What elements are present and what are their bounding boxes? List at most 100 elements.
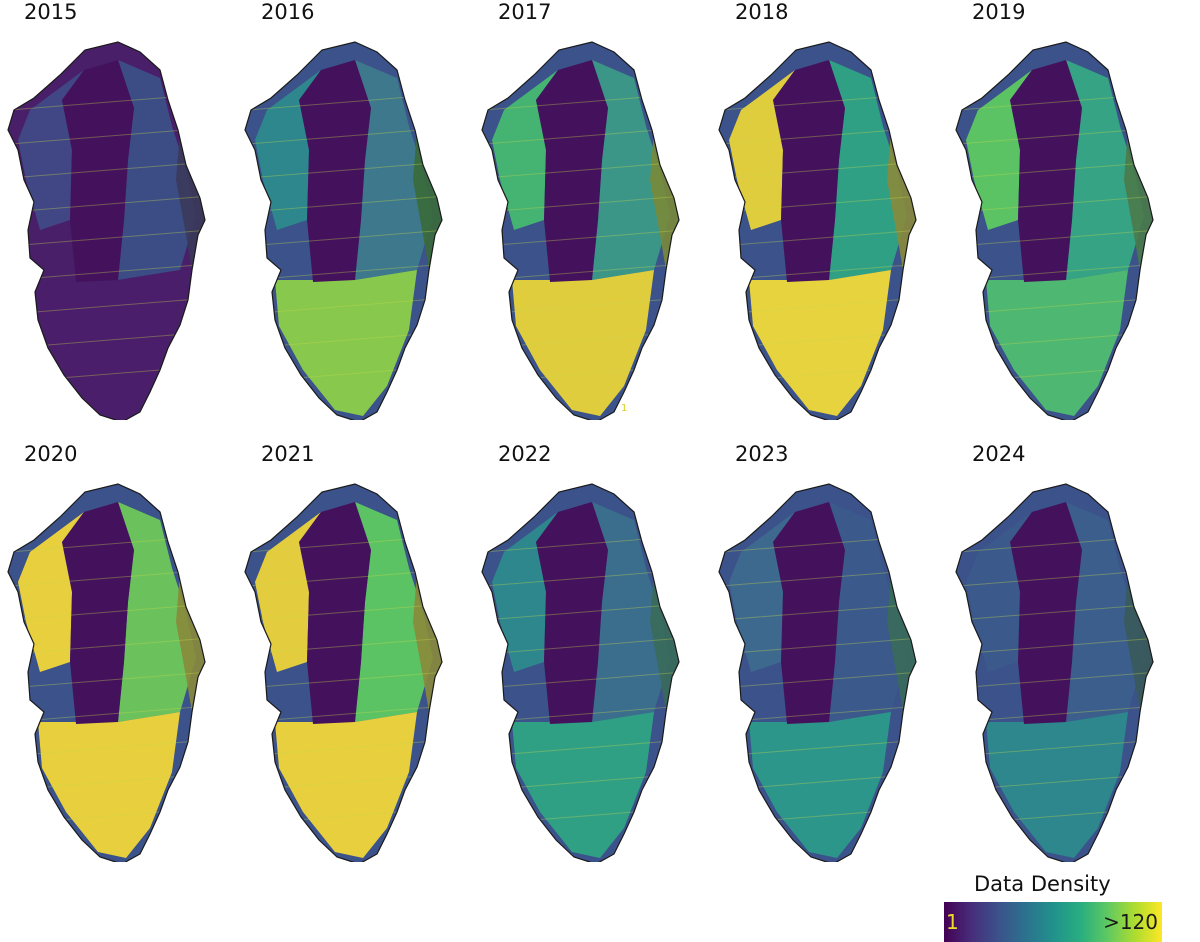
- panel-year-title: 2024: [972, 442, 1026, 466]
- flight-track: [957, 603, 1153, 621]
- flight-track: [957, 297, 1153, 315]
- region-east: [118, 502, 196, 722]
- panel-year-title: 2015: [24, 0, 78, 24]
- flight-track: [246, 569, 442, 587]
- flight-track: [246, 705, 442, 723]
- map-panel-2020: 2020: [0, 442, 236, 862]
- region-interior: [536, 502, 608, 724]
- greenland-map: [718, 483, 917, 862]
- flight-track: [246, 739, 442, 757]
- flight-track: [720, 263, 916, 281]
- coastline: [481, 483, 680, 862]
- region-south: [275, 712, 417, 858]
- region-interior: [299, 502, 371, 724]
- legend-title: Data Density: [974, 872, 1111, 896]
- region-east: [592, 502, 670, 722]
- flight-track: [9, 569, 205, 587]
- flight-track: [957, 739, 1153, 757]
- density-layer: [956, 484, 1153, 862]
- flight-track: [9, 671, 205, 689]
- region-south: [512, 270, 654, 416]
- region-south: [986, 712, 1128, 858]
- flight-track: [483, 297, 679, 315]
- density-layer: [482, 42, 679, 420]
- flight-track: [720, 229, 916, 247]
- region-interior: [536, 60, 608, 282]
- region-east: [118, 60, 196, 280]
- region-interior: [299, 60, 371, 282]
- flight-track: [246, 297, 442, 315]
- coastline: [244, 41, 443, 420]
- legend-max-label: >120: [1103, 910, 1158, 934]
- flight-track: [483, 229, 679, 247]
- coastline: [7, 41, 206, 420]
- colorbar-legend: Data Density 1 >120: [944, 872, 1164, 942]
- flight-track: [483, 603, 679, 621]
- flight-track: [957, 569, 1153, 587]
- flight-track: [9, 229, 205, 247]
- region-east: [355, 502, 433, 722]
- region-west: [18, 70, 84, 230]
- density-layer: [482, 484, 679, 862]
- map-panel-2016: 2016: [237, 0, 473, 420]
- flight-track: [483, 637, 679, 655]
- region-south: [38, 712, 180, 858]
- flight-track: [957, 263, 1153, 281]
- flight-track: [9, 161, 205, 179]
- region-south: [38, 270, 180, 416]
- flight-track: [720, 297, 916, 315]
- region-east: [1066, 502, 1144, 722]
- greenland-map: [7, 41, 206, 420]
- region-south: [749, 270, 891, 416]
- flight-track: [9, 127, 205, 145]
- flight-track: [957, 705, 1153, 723]
- flight-track: [246, 161, 442, 179]
- map-panel-2024: 2024: [948, 442, 1184, 862]
- coastline: [718, 483, 917, 862]
- flight-track: [720, 637, 916, 655]
- coastline: [955, 483, 1154, 862]
- flight-track: [720, 195, 916, 213]
- region-west: [255, 70, 321, 230]
- region-south: [749, 712, 891, 858]
- flight-track: [246, 603, 442, 621]
- greenland-map: [955, 41, 1154, 420]
- flight-track: [957, 127, 1153, 145]
- flight-track: [720, 127, 916, 145]
- flight-track: [9, 297, 205, 315]
- flight-track: [957, 671, 1153, 689]
- region-east: [829, 60, 907, 280]
- flight-track: [246, 671, 442, 689]
- coastline: [481, 41, 680, 420]
- flight-track: [720, 161, 916, 179]
- flight-track: [9, 705, 205, 723]
- flight-track: [483, 705, 679, 723]
- region-interior: [62, 60, 134, 282]
- flight-track: [246, 127, 442, 145]
- flight-track: [9, 637, 205, 655]
- flight-track: [483, 195, 679, 213]
- flight-track: [246, 637, 442, 655]
- region-east: [1066, 60, 1144, 280]
- flight-track: [720, 705, 916, 723]
- stray-label: 1: [621, 403, 628, 414]
- region-west: [729, 70, 795, 230]
- flight-track: [720, 739, 916, 757]
- flight-track: [483, 263, 679, 281]
- greenland-map: [718, 41, 917, 420]
- flight-track: [9, 739, 205, 757]
- region-east: [592, 60, 670, 280]
- greenland-map: [244, 483, 443, 862]
- region-interior: [773, 60, 845, 282]
- density-layer: [956, 42, 1153, 420]
- flight-track: [9, 603, 205, 621]
- region-west: [492, 512, 558, 672]
- region-interior: [1010, 502, 1082, 724]
- flight-track: [957, 637, 1153, 655]
- region-interior: [1010, 60, 1082, 282]
- map-panel-2019: 2019: [948, 0, 1184, 420]
- panel-year-title: 2023: [735, 442, 789, 466]
- panel-year-title: 2016: [261, 0, 315, 24]
- density-layer: [8, 484, 205, 862]
- greenland-map: [481, 41, 680, 420]
